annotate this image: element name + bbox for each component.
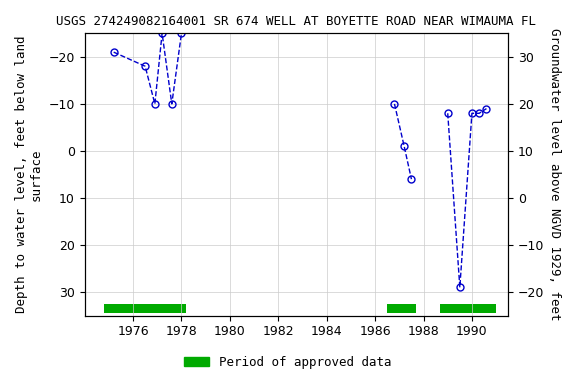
Legend: Period of approved data: Period of approved data — [179, 351, 397, 374]
Bar — [104, 304, 186, 313]
Bar — [441, 304, 496, 313]
Bar — [387, 304, 416, 313]
Y-axis label: Depth to water level, feet below land
surface: Depth to water level, feet below land su… — [15, 36, 43, 313]
Title: USGS 274249082164001 SR 674 WELL AT BOYETTE ROAD NEAR WIMAUMA FL: USGS 274249082164001 SR 674 WELL AT BOYE… — [56, 15, 536, 28]
Y-axis label: Groundwater level above NGVD 1929, feet: Groundwater level above NGVD 1929, feet — [548, 28, 561, 321]
